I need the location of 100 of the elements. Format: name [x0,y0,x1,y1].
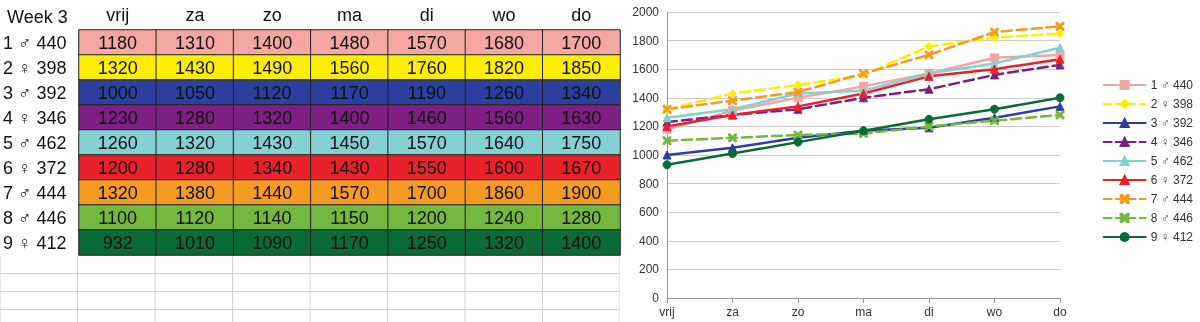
data-label: 1750 [561,132,602,153]
y-tick-label: 400 [638,233,660,248]
data-label: 1010 [174,232,215,253]
y-tick-label: 2 ♀ 398 [3,57,67,78]
data-label: 1150 [330,207,369,228]
x-tick-label: zo [791,305,805,319]
y-tick-label: 2000 [632,5,660,19]
data-label: 1190 [407,82,447,103]
data-label: 1570 [406,132,447,153]
y-tick-label: 9 ♀ 412 [3,232,67,253]
data-label: 1310 [174,32,215,53]
data-label: 1240 [484,207,525,228]
data-label: 1560 [484,107,525,128]
y-tick-label: 200 [638,262,660,277]
data-label: 1490 [252,57,293,78]
data-label: 1460 [406,107,447,128]
data-label: 1700 [406,182,447,203]
data-label: 1570 [329,182,370,203]
data-label: 1340 [252,157,293,178]
data-label: 1100 [98,207,137,228]
data-label: 1560 [329,57,370,78]
data-label: 1120 [175,207,215,228]
data-label: 1430 [329,157,370,178]
x-tick-label: do [571,5,592,25]
data-label: 1400 [329,107,370,128]
x-tick-label: di [924,305,934,319]
data-label: 1000 [97,82,138,103]
y-tick-label: 6 ♀ 372 [3,157,67,178]
data-label: 1850 [561,57,602,78]
data-label: 1170 [330,232,369,253]
data-label: 1680 [484,32,525,53]
y-tick-label: 4 ♀ 346 [3,107,67,128]
chart-title: Week 3 [7,7,68,27]
legend-label: 8 ♂ 446 [1150,211,1194,225]
data-label: 1440 [252,182,293,203]
y-tick-label: 8 ♂ 446 [3,207,67,228]
data-label: 1200 [406,207,447,228]
x-tick-label: wo [985,305,1003,319]
data-label: 1380 [174,182,215,203]
y-tick-label: 3 ♂ 392 [3,82,67,103]
data-label: 1260 [97,132,138,153]
y-tick-label: 1 ♂ 440 [3,32,67,53]
legend-label: 7 ♂ 444 [1150,192,1194,206]
data-label: 1280 [174,107,215,128]
legend-label: 9 ♀ 412 [1150,230,1194,244]
legend-label: 5 ♂ 462 [1150,154,1194,168]
y-tick-label: 1000 [632,148,660,162]
x-tick-label: zo [262,5,282,25]
x-tick-label: wo [491,5,516,25]
data-label: 1760 [406,57,447,78]
x-tick-label: za [185,5,206,25]
data-label: 1280 [561,207,602,228]
data-label: 1430 [252,132,293,153]
data-label: 1120 [252,82,292,103]
data-label: 1670 [561,157,602,178]
data-label: 1180 [98,32,137,53]
data-label: 1430 [174,57,215,78]
data-label: 1170 [330,82,369,103]
data-label: 1340 [561,82,602,103]
data-label: 1820 [484,57,525,78]
legend-label: 2 ♀ 398 [1150,97,1194,111]
data-label: 1480 [329,32,370,53]
data-label: 1450 [329,132,370,153]
y-tick-label: 600 [638,205,660,220]
data-label: 1140 [252,207,292,228]
data-label: 1400 [252,32,293,53]
y-tick-label: 5 ♂ 462 [3,132,67,153]
data-label: 1320 [97,182,138,203]
data-label: 1550 [406,157,447,178]
data-label: 1250 [406,232,447,253]
data-label: 1860 [484,182,525,203]
data-label: 1090 [252,232,293,253]
y-tick-label: 1400 [632,90,660,105]
x-tick-label: ma [855,305,873,319]
legend-label: 4 ♀ 346 [1150,135,1194,149]
x-tick-label: za [726,305,740,319]
data-label: 1900 [561,182,602,203]
data-label: 1400 [561,232,602,253]
data-label: 1700 [561,32,602,53]
y-tick-label: 800 [638,176,660,191]
y-tick-label: 7 ♂ 444 [3,182,67,203]
y-tick-label: 0 [652,291,660,305]
data-label: 1230 [97,107,138,128]
data-label: 1200 [97,157,138,178]
x-tick-label: do [1053,305,1067,319]
data-label: 932 [102,232,133,253]
x-tick-label: vrij [659,305,675,319]
data-label: 1280 [174,157,215,178]
data-label: 1320 [252,107,293,128]
x-tick-label: di [419,5,434,25]
x-tick-label: vrij [106,5,130,25]
legend-label: 1 ♂ 440 [1150,78,1194,92]
data-label: 1570 [406,32,447,53]
x-tick-label: ma [336,5,363,25]
y-tick-label: 1200 [632,119,660,134]
data-label: 1600 [484,157,525,178]
data-label: 1260 [484,82,525,103]
data-label: 1050 [174,82,215,103]
legend-label: 3 ♂ 392 [1150,116,1194,130]
data-label: 1320 [484,232,525,253]
